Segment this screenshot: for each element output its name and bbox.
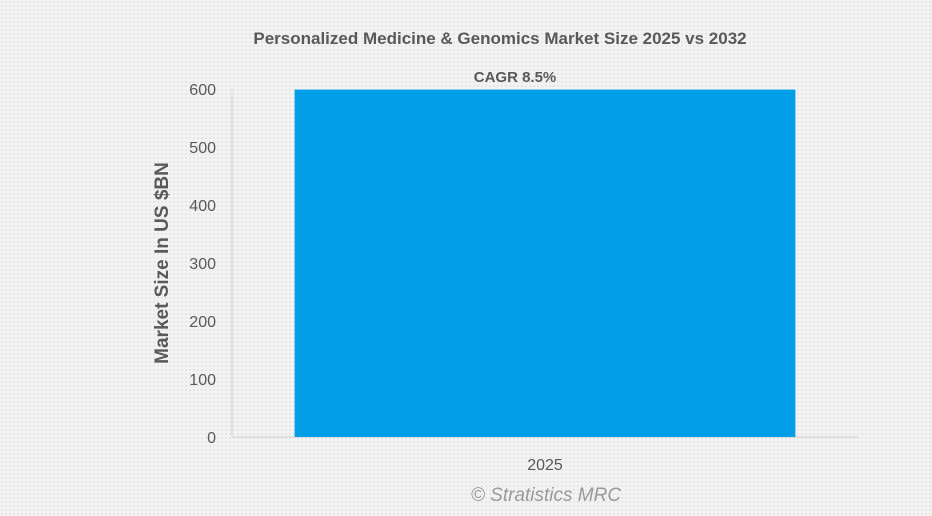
bar-2025 xyxy=(294,89,796,437)
cagr-annotation: CAGR 8.5% xyxy=(474,69,557,86)
y-axis-label: Market Size In US $BN xyxy=(152,162,173,364)
y-tick-label: 200 xyxy=(189,314,216,331)
y-tick-label: 300 xyxy=(189,256,216,273)
y-tick-label: 500 xyxy=(189,140,216,157)
y-tick-label: 400 xyxy=(189,198,216,215)
chart-title: Personalized Medicine & Genomics Market … xyxy=(253,29,747,48)
x-tick-label: 2025 xyxy=(527,457,563,474)
y-tick-label: 0 xyxy=(207,430,216,447)
watermark: © Stratistics MRC xyxy=(470,485,622,506)
y-tick-label: 600 xyxy=(189,82,216,99)
y-tick-label: 100 xyxy=(189,372,216,389)
